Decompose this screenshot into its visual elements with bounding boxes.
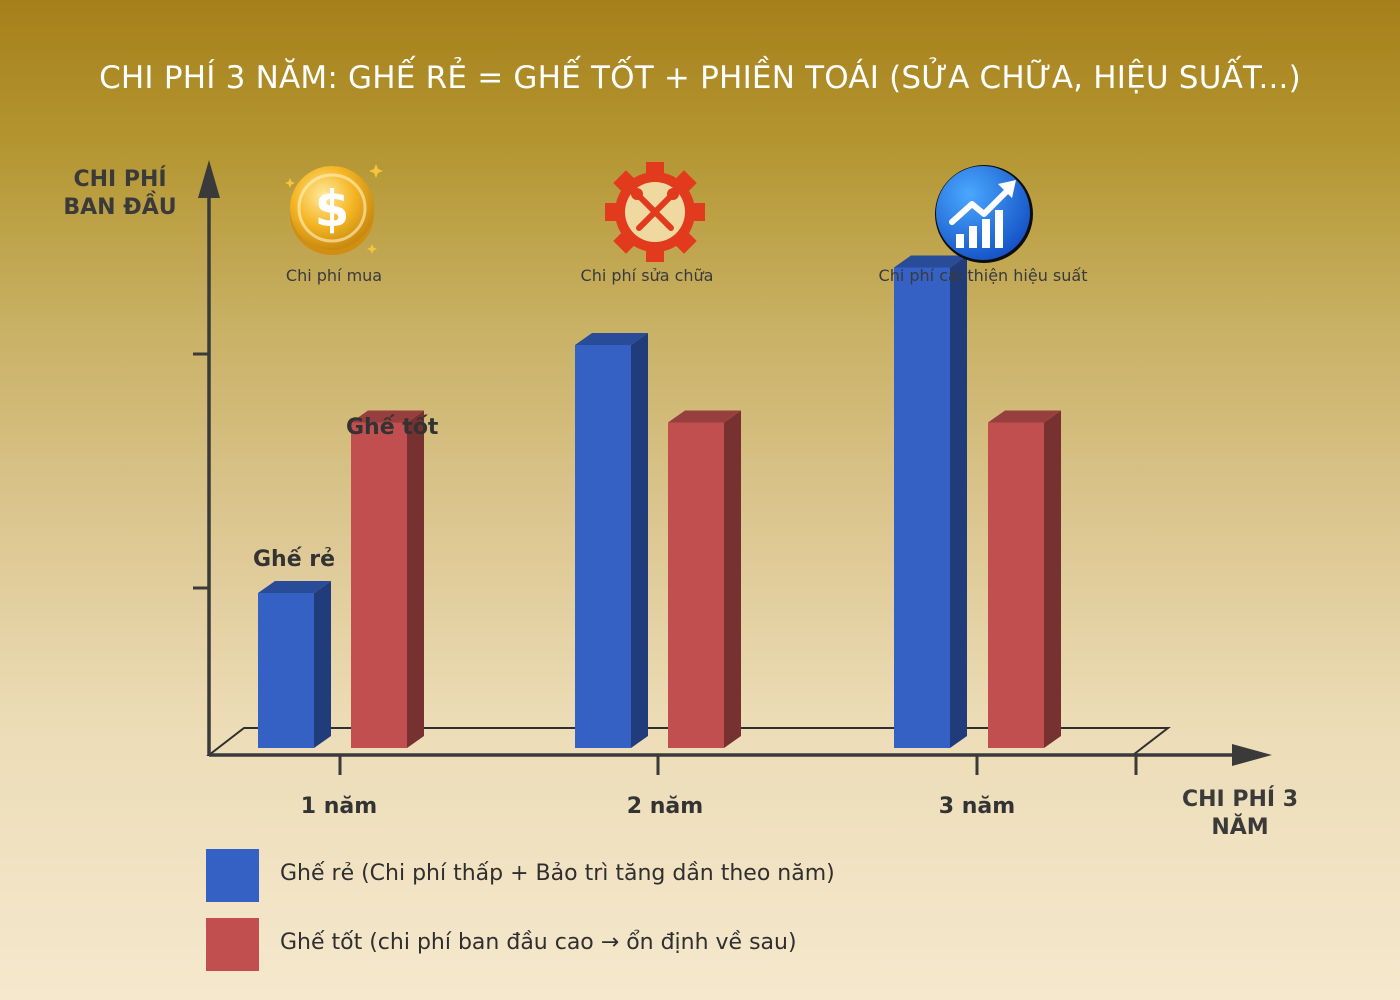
bar-cheap-3 <box>894 267 950 748</box>
legend-swatch-good <box>206 918 259 971</box>
bar-cheap-3-side <box>950 255 967 748</box>
bar-good-2-top <box>668 410 741 423</box>
bar-cheap-1 <box>258 593 314 748</box>
bar-good-1 <box>351 422 407 748</box>
bar-good-1-top <box>351 410 424 423</box>
bar-cheap-2 <box>575 345 631 748</box>
y-axis-title: CHI PHÍ BAN ĐẦU <box>63 167 177 220</box>
x-axis-title: CHI PHÍ 3 NĂM <box>1181 787 1299 840</box>
bar-good-3 <box>988 422 1044 748</box>
bar-cheap-3-top <box>894 255 967 268</box>
bar-cheap-2-side <box>631 333 648 748</box>
bar-good-1-side <box>407 410 424 748</box>
x-axis-arrow <box>1232 744 1272 766</box>
icon-caption-repair: Chi phí sửa chữa <box>580 266 714 285</box>
bar-good-3-top <box>988 410 1061 423</box>
dollar-coin-icon: $ <box>284 158 384 262</box>
repair-gear-icon <box>603 160 707 268</box>
bar-good-2 <box>668 422 724 748</box>
cheap-bar-label: Ghế rẻ <box>253 547 336 572</box>
bar-good-2-side <box>724 410 741 748</box>
category-label-3: 3 năm <box>938 794 1016 819</box>
bar-cheap-1-top <box>258 581 331 593</box>
legend-label-good: Ghế tốt (chi phí ban đầu cao → ổn định v… <box>280 930 797 955</box>
bar-good-3-side <box>1044 410 1061 748</box>
bar-cheap-2-top <box>575 333 648 345</box>
icon-caption-purchase: Chi phí mua <box>285 266 383 285</box>
category-label-2: 2 năm <box>626 794 704 819</box>
good-bar-label: Ghế tốt <box>346 415 439 440</box>
page-title: CHI PHÍ 3 NĂM: GHẾ RẺ = GHẾ TỐT + PHIỀN … <box>99 60 1301 96</box>
y-axis-arrow <box>198 160 220 198</box>
category-label-1: 1 năm <box>300 794 378 819</box>
svg-text:$: $ <box>315 180 350 238</box>
legend-label-cheap: Ghế rẻ (Chi phí thấp + Bảo trì tăng dần … <box>280 861 835 886</box>
performance-chart-icon <box>934 164 1034 268</box>
legend-swatch-cheap <box>206 849 259 902</box>
bar-cheap-1-side <box>314 581 331 748</box>
icon-caption-performance: Chi phí cải thiện hiệu suất <box>878 266 1088 285</box>
